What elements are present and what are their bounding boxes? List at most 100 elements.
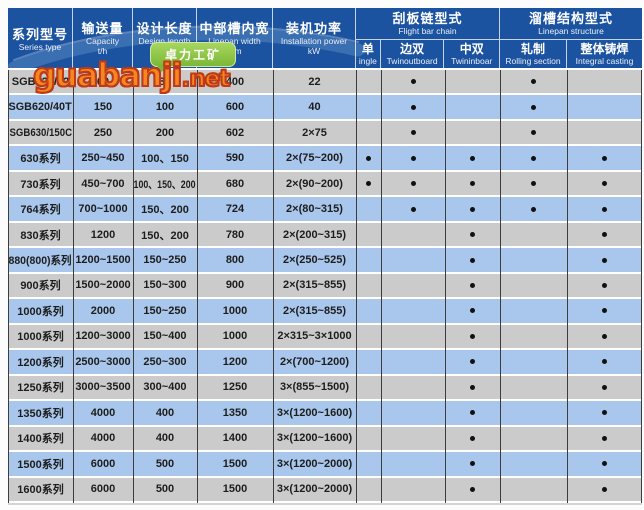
cell-text: 150~250 [143, 254, 187, 267]
cell-twin-outboard [381, 197, 445, 220]
cell-rolling-section [500, 172, 567, 195]
cell-twin-outboard [381, 401, 445, 424]
cell-text: 100、150、200 [133, 178, 197, 191]
table-row: 880(800)系列 1200~1500 150~250 800 2×(250~525) [8, 248, 642, 274]
cell-design-length: 150、200 [133, 223, 197, 246]
cell-installation-power: 3×(1200~2000) [273, 452, 356, 475]
cell-text: 500 [155, 483, 175, 496]
cell-text: 100 [155, 101, 175, 114]
cell-twin-inboard [445, 223, 500, 246]
grid-vline [197, 70, 198, 503]
cell-integral-casting [567, 452, 642, 475]
grid-vline [641, 70, 642, 503]
group-title: 刮板链型式 Flight bar chain [356, 8, 499, 40]
cell-linepan-width: 1000 [197, 325, 273, 348]
cell-text: 150~300 [143, 279, 187, 292]
cell-twin-outboard [381, 248, 445, 271]
cell-integral-casting [567, 427, 642, 450]
cell-design-length: 150~250 [133, 299, 197, 322]
cell-capacity: 700~1000 [73, 197, 133, 220]
cell-integral-casting [567, 478, 642, 501]
cell-twin-outboard [381, 350, 445, 373]
dot-marker [470, 384, 475, 390]
cell-twin-inboard [445, 325, 500, 348]
cell-text: 880(800)系列 [8, 255, 73, 268]
group-title: 溜槽结构型式 Linepan structure [500, 8, 642, 40]
cell-single-chain [356, 299, 381, 322]
cell-text: 300~400 [143, 381, 187, 394]
dot-marker [531, 155, 536, 161]
cell-single-chain [356, 172, 381, 195]
dot-marker [531, 79, 536, 85]
dot-marker [470, 232, 475, 238]
cell-text: 1000系列 [17, 331, 64, 344]
table-row: 1400系列 4000 400 1400 3×(1200~1600) [8, 426, 642, 453]
cell-text: 2×(75~200) [286, 152, 343, 165]
col-group-flight-bar-chain: 刮板链型式 Flight bar chain 单 ingle 边双 Twinou… [356, 8, 500, 68]
cell-twin-outboard [381, 427, 445, 450]
cell-design-length: 200 [133, 121, 197, 144]
grid-vline [356, 70, 357, 503]
cell-installation-power: 2×(80~315) [273, 197, 356, 220]
cell-rolling-section [500, 274, 567, 297]
cell-text: 60 [96, 75, 110, 88]
cell-text: 800 [225, 254, 245, 267]
table-row: 764系列 700~1000 150、200 724 2×(80~315) [8, 197, 642, 223]
cell-rolling-section [500, 197, 567, 220]
cell-integral-casting [567, 121, 642, 144]
cell-twin-inboard [445, 248, 500, 271]
cell-rolling-section [500, 223, 567, 246]
cell-rolling-section [500, 427, 567, 450]
col-header-installation-power: 装机功率 Installation power kW [273, 8, 356, 68]
table-row: SGB420/22 60 80 400 22 [8, 70, 642, 96]
table-row: SGB620/40T 150 100 600 40 [8, 95, 642, 121]
dot-marker [602, 206, 607, 212]
cell-capacity: 4000 [73, 427, 133, 450]
cell-text: 900系列 [20, 280, 61, 293]
grid-vline [567, 70, 568, 503]
cell-linepan-width: 1000 [197, 299, 273, 322]
cell-series-type: 1500系列 [8, 452, 73, 475]
cell-single-chain [356, 121, 381, 144]
cell-single-chain [356, 70, 381, 93]
cell-rolling-section [500, 70, 567, 93]
cell-text: 150、200 [141, 229, 189, 242]
cell-installation-power: 2×75 [273, 121, 356, 144]
cell-design-length: 500 [133, 452, 197, 475]
cell-installation-power: 3×(1200~1600) [273, 401, 356, 424]
cell-single-chain [356, 95, 381, 118]
cell-integral-casting [567, 401, 642, 424]
cell-linepan-width: 1250 [197, 376, 273, 399]
cell-text: SGB420/22 [11, 75, 70, 88]
cell-twin-inboard [445, 401, 500, 424]
table-row: 1350系列 4000 400 1350 3×(1200~1600) [8, 401, 642, 427]
cell-text: 3×(1200~1600) [276, 432, 353, 445]
group-subcolumns: 轧制 Rolling section 整体铸焊 Integral casting [500, 40, 642, 68]
cell-text: 80 [158, 75, 172, 88]
dot-marker [470, 206, 475, 212]
dot-marker [470, 486, 475, 492]
col-header-rolling-section: 轧制 Rolling section [500, 40, 567, 68]
cell-twin-outboard [381, 95, 445, 118]
cell-series-type: SGB630/150C [8, 121, 73, 144]
cell-text: 2×(700~1200) [279, 355, 350, 368]
cell-rolling-section [500, 299, 567, 322]
table-row: 1000系列 2000 150~250 1000 2×(315~855) [8, 299, 642, 325]
dot-marker [470, 308, 475, 314]
cell-integral-casting [567, 95, 642, 118]
cell-text: 4000 [90, 432, 116, 445]
col-header-zh: 输送量 [81, 21, 124, 36]
subcol-en: ingle [358, 56, 377, 66]
cell-linepan-width: 1350 [197, 401, 273, 424]
table-row: 830系列 1200 150、200 780 2×(200~315) [8, 222, 642, 249]
cell-text: 2×(315~855) [283, 279, 346, 292]
grid-vline [73, 70, 74, 503]
cell-text: 100、150 [141, 153, 189, 166]
cell-series-type: 730系列 [8, 172, 73, 195]
cell-text: 150~400 [143, 330, 187, 343]
cell-twin-outboard [381, 299, 445, 322]
table-row: 730系列 450~700 100、150、200 680 2×(90~200) [8, 171, 642, 198]
dot-marker [602, 155, 607, 161]
cell-series-type: 1400系列 [8, 427, 73, 450]
cell-rolling-section [500, 325, 567, 348]
